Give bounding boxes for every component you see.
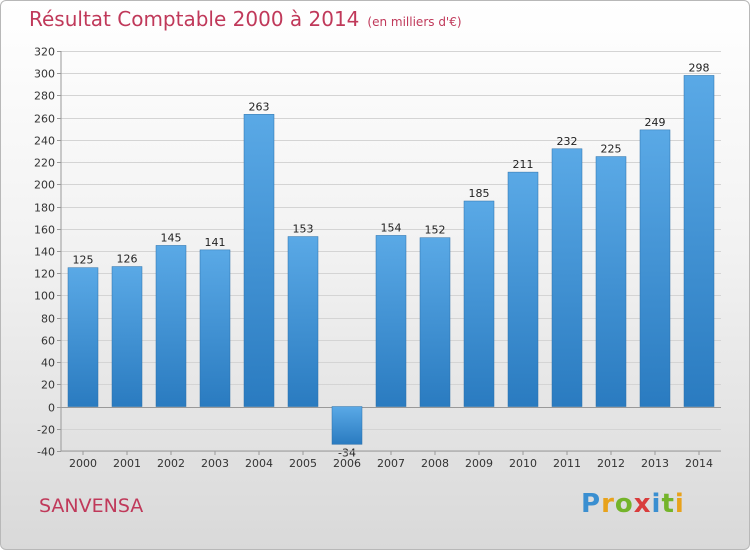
y-tick-label: 40 (41, 357, 55, 370)
bar-2002 (155, 245, 187, 407)
bar-2011 (551, 148, 583, 407)
bar-2004 (243, 114, 275, 407)
y-tick-label: 200 (34, 179, 55, 192)
y-tick-label: -40 (37, 446, 55, 459)
bar-2006 (331, 406, 363, 445)
bar-2007 (375, 235, 407, 407)
y-tick-label: 140 (34, 246, 55, 259)
x-tick-label-2014: 2014 (685, 457, 713, 470)
bar-2013 (639, 129, 671, 407)
x-tick-label-2006: 2006 (333, 457, 361, 470)
x-tick-label-2013: 2013 (641, 457, 669, 470)
proxiti-logo: Proxiti (581, 489, 685, 519)
x-tick-label-2012: 2012 (597, 457, 625, 470)
y-tick-label: 60 (41, 335, 55, 348)
bar-2005 (287, 236, 319, 407)
logo-letter-t: t (661, 489, 675, 519)
logo-letter-p: P (581, 489, 602, 519)
value-label-2014: 298 (689, 61, 710, 74)
y-tick-label: 0 (48, 402, 55, 415)
logo-letter-x: x (633, 489, 652, 519)
y-tick-label: 160 (34, 224, 55, 237)
chart-unit: (en milliers d'€) (367, 15, 462, 29)
value-label-2000: 125 (73, 254, 94, 267)
bars (67, 75, 715, 445)
value-label-2002: 145 (161, 231, 182, 244)
x-axis: 2000 2001 2002 2003 2004 2005 2006 2007 2008 2009… (61, 450, 721, 470)
x-tick-label-2008: 2008 (421, 457, 449, 470)
x-tick-label-2003: 2003 (201, 457, 229, 470)
chart-title-text: Résultat Comptable 2000 à 2014 (29, 7, 360, 31)
value-label-2003: 141 (205, 236, 226, 249)
x-tick-label-2004: 2004 (245, 457, 273, 470)
x-tick-label-2000: 2000 (69, 457, 97, 470)
logo-letter-i: i (651, 489, 662, 519)
bar-2009 (463, 200, 495, 407)
logo-letter-i2: i (674, 489, 685, 519)
y-tick-label: 100 (34, 290, 55, 303)
y-tick-label: 180 (34, 202, 55, 215)
y-tick-label: 220 (34, 157, 55, 170)
x-tick-label-2011: 2011 (553, 457, 581, 470)
chart-title: Résultat Comptable 2000 à 2014 (en millie… (29, 7, 462, 31)
value-label-2009: 185 (469, 187, 490, 200)
value-label-2004: 263 (249, 100, 270, 113)
bar-2008 (419, 237, 451, 407)
x-tick-label-2002: 2002 (157, 457, 185, 470)
value-label-2013: 249 (645, 116, 666, 129)
y-tick-label: 260 (34, 113, 55, 126)
y-tick-label: 320 (34, 46, 55, 59)
y-tick-label: 120 (34, 268, 55, 281)
x-tick-label-2007: 2007 (377, 457, 405, 470)
value-label-2001: 126 (117, 253, 138, 266)
city-name: SANVENSA (39, 495, 144, 517)
bar-2003 (199, 249, 231, 407)
y-tick-label: 240 (34, 135, 55, 148)
y-tick-label: 300 (34, 68, 55, 81)
y-tick-label: 80 (41, 313, 55, 326)
y-tick-label: 280 (34, 90, 55, 103)
x-tick-label-2009: 2009 (465, 457, 493, 470)
bar-2001 (111, 266, 143, 407)
y-tick-label: 20 (41, 379, 55, 392)
value-label-2010: 211 (513, 158, 534, 171)
value-label-2012: 225 (601, 143, 622, 156)
bar-2014 (683, 75, 715, 407)
x-tick-label-2005: 2005 (289, 457, 317, 470)
x-tick-label-2010: 2010 (509, 457, 537, 470)
bar-2012 (595, 156, 627, 407)
bar-2000 (67, 267, 99, 407)
y-tick-label: -20 (37, 424, 55, 437)
value-label-2011: 232 (557, 135, 578, 148)
logo-letter-o: o (614, 489, 634, 519)
x-tick-label-2001: 2001 (113, 457, 141, 470)
bar-2010 (507, 171, 539, 407)
value-label-2008: 152 (425, 224, 446, 237)
value-label-2005: 153 (293, 223, 314, 236)
value-label-2007: 154 (381, 221, 402, 234)
logo-letter-r: r (601, 489, 615, 519)
y-axis: -40 -20 0 20 40 60 80 100 120 140 160 180 200 220 240 2… (34, 46, 62, 459)
